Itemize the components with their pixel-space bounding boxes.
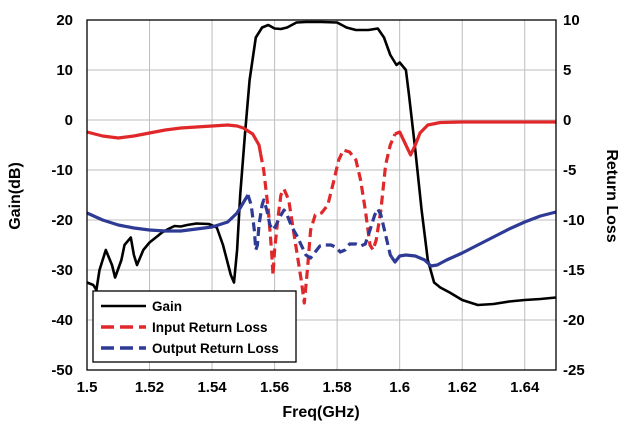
series-line-input-return-loss-dashed — [258, 133, 397, 305]
y-left-tick-label: -10 — [51, 162, 73, 179]
x-tick-labels: 1.5 1.52 1.54 1.56 1.58 1.6 1.62 1.64 — [77, 379, 540, 396]
x-tick-label: 1.54 — [197, 379, 227, 396]
y-right-tick-label: 10 — [563, 12, 580, 29]
series-line-output-return-loss-solid — [390, 210, 556, 268]
x-tick-label: 1.56 — [260, 379, 289, 396]
grid — [87, 20, 556, 370]
x-tick-label: 1.5 — [77, 379, 98, 396]
series-line-input-return-loss-solid — [87, 123, 263, 154]
y-left-tick-label: -30 — [51, 262, 73, 279]
x-tick-label: 1.52 — [135, 379, 164, 396]
plot-lines — [87, 20, 556, 307]
plot-frame — [86, 19, 557, 371]
y-right-tick-label: -25 — [563, 362, 585, 379]
series-line-output-return-loss-dashed — [246, 194, 394, 260]
y-right-tick-label: -10 — [563, 212, 585, 229]
y-left-tick-labels: 20 10 0 -10 -20 -30 -40 -50 — [51, 12, 73, 379]
y-left-tick-label: 0 — [65, 112, 73, 129]
series-line-gain — [87, 20, 556, 307]
y-right-tick-label: 5 — [563, 62, 571, 79]
legend: Gain Input Return Loss Output Return Los… — [92, 290, 297, 363]
y-right-axis-title: Return Loss — [603, 149, 620, 242]
legend-label-input-return-loss: Input Return Loss — [152, 320, 268, 335]
y-left-tick-label: 10 — [56, 62, 73, 79]
legend-label-gain: Gain — [152, 299, 182, 314]
x-tick-label: 1.62 — [448, 379, 477, 396]
y-right-tick-label: -5 — [563, 162, 576, 179]
y-right-tick-label: -20 — [563, 312, 585, 329]
legend-label-output-return-loss: Output Return Loss — [152, 341, 279, 356]
x-axis-title: Freq(GHz) — [282, 404, 359, 421]
y-left-axis-title: Gain(dB) — [7, 162, 24, 230]
y-right-tick-label: 0 — [563, 112, 571, 129]
series-line-input-return-loss-solid — [394, 120, 556, 157]
y-left-tick-label: -50 — [51, 362, 73, 379]
x-tick-label: 1.64 — [510, 379, 540, 396]
x-tick-label: 1.58 — [323, 379, 352, 396]
y-right-tick-label: -15 — [563, 262, 585, 279]
x-tick-label: 1.6 — [389, 379, 410, 396]
series-line-output-return-loss-solid — [87, 194, 250, 233]
y-left-tick-label: 20 — [56, 12, 73, 29]
y-right-tick-labels: 10 5 0 -5 -10 -15 -20 -25 — [563, 12, 585, 379]
y-left-tick-label: -40 — [51, 312, 73, 329]
y-left-tick-label: -20 — [51, 212, 73, 229]
